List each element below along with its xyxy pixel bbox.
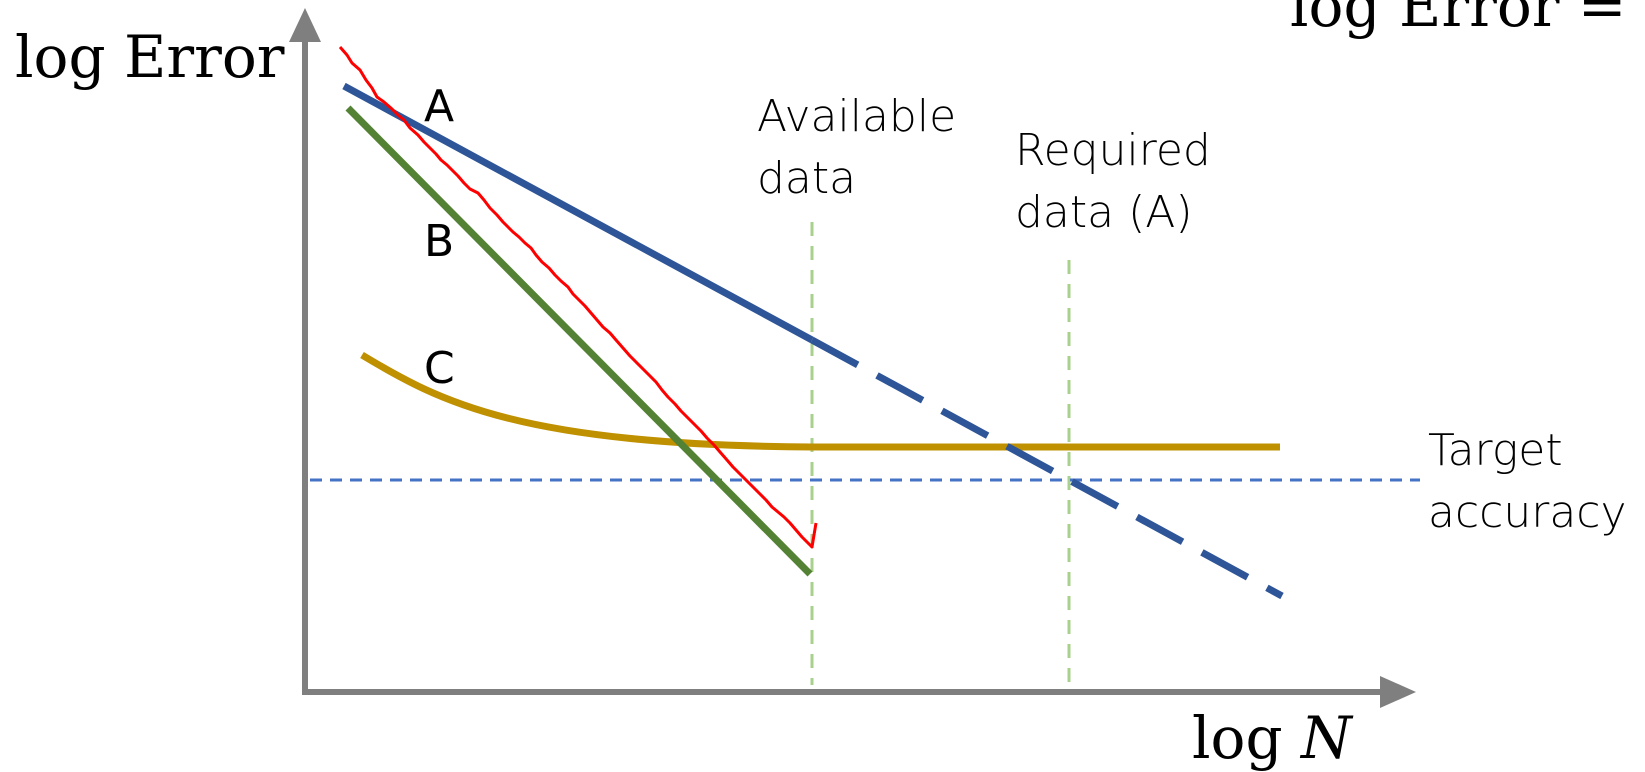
x-axis-label-prefix: log [1192, 704, 1283, 772]
curve-b-label: B [424, 216, 454, 267]
curve-a-extrapolated [810, 336, 1284, 600]
required-data-label-line1: Required [1015, 125, 1211, 176]
available-data-label-line2: data [757, 153, 856, 204]
x-axis-arrowhead [1380, 676, 1416, 708]
y-axis-label: log Error [15, 23, 285, 91]
required-data-label-line2: data (A) [1015, 187, 1193, 238]
curve-a-label: A [424, 81, 454, 132]
y-axis-arrowhead [289, 8, 321, 42]
curve-a-observed [342, 82, 814, 344]
x-axis-label-variable: N [1299, 704, 1354, 772]
formula-fragment: log Error = 1 [1290, 0, 1645, 40]
empirical-curve [338, 46, 818, 549]
curve-b [345, 105, 813, 577]
target-accuracy-label-line1: Target [1428, 425, 1563, 476]
curve-c [360, 352, 1280, 451]
available-data-label-line1: Available [757, 91, 956, 142]
curve-c-label: C [424, 343, 455, 394]
x-axis-label: log N [1192, 704, 1354, 772]
target-accuracy-label-line2: accuracy [1428, 487, 1627, 538]
